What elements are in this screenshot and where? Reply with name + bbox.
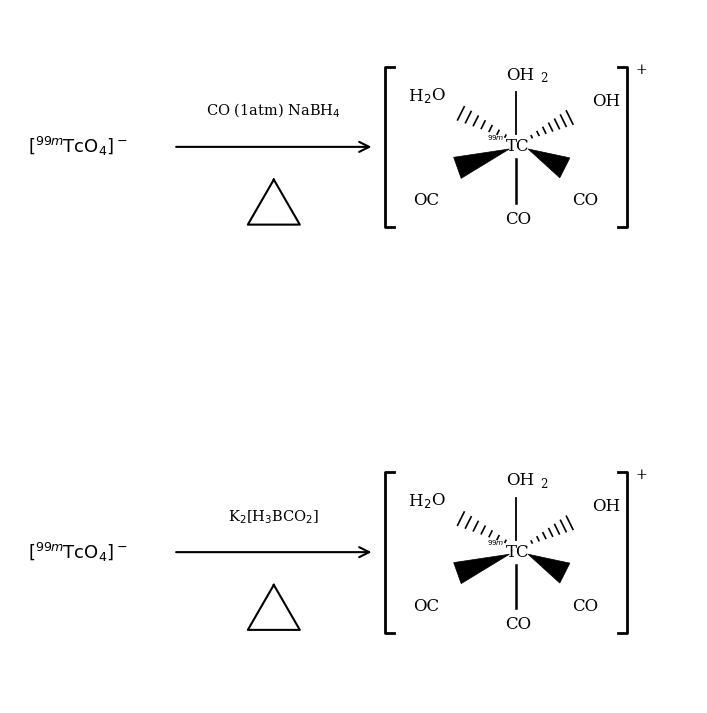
Text: CO: CO [573, 193, 599, 210]
Text: +: + [636, 468, 647, 482]
Text: +: + [636, 63, 647, 77]
Polygon shape [454, 554, 509, 584]
Polygon shape [528, 554, 570, 583]
Text: CO: CO [506, 211, 532, 228]
Text: CO (1atm) NaBH$_4$: CO (1atm) NaBH$_4$ [206, 102, 341, 120]
Text: OH: OH [592, 93, 621, 110]
Text: $[^{99m}\mathrm{TcO_4}]^-$: $[^{99m}\mathrm{TcO_4}]^-$ [28, 540, 127, 564]
Text: 2: 2 [540, 73, 547, 86]
Text: 2: 2 [540, 478, 547, 491]
Text: $[^{99m}\mathrm{TcO_4}]^-$: $[^{99m}\mathrm{TcO_4}]^-$ [28, 135, 127, 158]
Text: $^{99m}$: $^{99m}$ [486, 541, 504, 550]
Text: OH: OH [506, 67, 534, 84]
Text: $_2$O: $_2$O [423, 86, 445, 105]
Polygon shape [528, 149, 570, 178]
Text: H: H [408, 493, 423, 511]
Polygon shape [454, 149, 509, 178]
Text: K$_2$[H$_3$BCO$_2$]: K$_2$[H$_3$BCO$_2$] [228, 508, 320, 525]
Text: OH: OH [506, 472, 534, 489]
Text: TC: TC [506, 138, 530, 155]
Text: OC: OC [413, 193, 439, 210]
Text: $_2$O: $_2$O [423, 491, 445, 511]
Text: TC: TC [506, 543, 530, 560]
Text: OC: OC [413, 597, 439, 615]
Text: $^{99m}$: $^{99m}$ [486, 135, 504, 145]
Text: H: H [408, 88, 423, 105]
Text: CO: CO [573, 597, 599, 615]
Text: OH: OH [592, 498, 621, 515]
Text: CO: CO [506, 617, 532, 633]
